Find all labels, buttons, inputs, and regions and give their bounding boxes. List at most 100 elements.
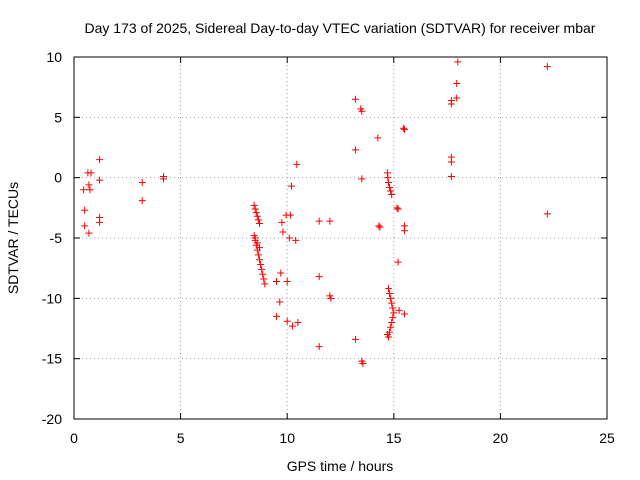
data-point — [394, 205, 402, 213]
data-point — [285, 234, 293, 242]
data-point — [293, 160, 301, 168]
data-point — [278, 218, 286, 226]
y-ticks: -20 -15 -10 -5 0 5 10 — [42, 49, 607, 427]
data-point — [400, 310, 408, 318]
data-point — [254, 251, 262, 259]
data-point — [254, 216, 262, 224]
data-point — [375, 222, 383, 230]
data-point — [315, 217, 323, 225]
data-point — [260, 275, 268, 283]
data-point — [384, 178, 392, 186]
data-point — [86, 186, 94, 194]
data-point — [351, 146, 359, 154]
data-point — [358, 107, 366, 115]
data-point — [388, 191, 396, 199]
data-point — [138, 197, 146, 205]
data-point — [81, 206, 89, 214]
data-point — [255, 256, 263, 264]
data-point — [138, 178, 146, 186]
data-point — [253, 239, 261, 247]
data-point — [261, 280, 269, 288]
y-tick-label: 10 — [46, 49, 62, 65]
data-point — [255, 244, 263, 252]
grid — [74, 57, 607, 419]
data-point — [294, 318, 302, 326]
data-point — [389, 314, 397, 322]
data-point — [273, 277, 281, 285]
data-point — [287, 182, 295, 190]
data-point — [160, 175, 168, 183]
data-point — [376, 223, 384, 231]
data-point — [96, 218, 104, 226]
data-point — [87, 169, 95, 177]
data-point — [315, 273, 323, 281]
data-point — [399, 124, 407, 132]
data-point — [390, 309, 398, 317]
data-point — [447, 172, 455, 180]
y-tick-label: -5 — [50, 230, 63, 246]
data-point — [447, 100, 455, 108]
data-points — [80, 58, 551, 367]
data-point — [386, 290, 394, 298]
data-point — [386, 183, 394, 191]
y-tick-label: -10 — [42, 290, 62, 306]
y-tick-label: -20 — [42, 411, 62, 427]
data-point — [85, 181, 93, 189]
data-point — [292, 236, 300, 244]
data-point — [286, 211, 294, 219]
data-point — [257, 261, 265, 269]
x-tick-label: 5 — [177, 430, 185, 446]
data-point — [543, 63, 551, 71]
data-point — [384, 174, 392, 182]
data-point — [394, 258, 402, 266]
data-point — [96, 156, 104, 164]
data-point — [388, 318, 396, 326]
x-tick-label: 0 — [70, 430, 78, 446]
data-point — [85, 229, 93, 237]
x-tick-label: 20 — [493, 430, 509, 446]
data-point — [251, 205, 259, 213]
chart-title: Day 173 of 2025, Sidereal Day-to-day VTE… — [85, 20, 596, 36]
data-point — [543, 210, 551, 218]
data-point — [252, 209, 260, 217]
data-point — [387, 323, 395, 331]
y-tick-label: 0 — [54, 170, 62, 186]
data-point — [359, 359, 367, 367]
x-tick-label: 15 — [386, 430, 402, 446]
data-point — [283, 317, 291, 325]
data-point — [255, 220, 263, 228]
x-ticks: 0 5 10 15 20 25 — [70, 57, 615, 446]
data-point — [453, 94, 461, 102]
data-point — [358, 175, 366, 183]
data-point — [351, 95, 359, 103]
data-point — [315, 343, 323, 351]
data-point — [96, 176, 104, 184]
data-point — [351, 335, 359, 343]
data-point — [250, 201, 258, 209]
data-point — [283, 277, 291, 285]
x-tick-label: 25 — [599, 430, 615, 446]
data-point — [81, 222, 89, 230]
data-point — [454, 58, 462, 66]
data-point — [387, 187, 395, 195]
data-point — [383, 331, 391, 339]
data-point — [389, 304, 397, 312]
data-point — [384, 285, 392, 293]
data-point — [388, 299, 396, 307]
data-point — [276, 298, 284, 306]
data-point — [400, 227, 408, 235]
data-point — [279, 228, 287, 236]
data-point — [277, 269, 285, 277]
y-tick-label: 5 — [54, 109, 62, 125]
data-point — [387, 294, 395, 302]
data-point — [326, 217, 334, 225]
data-point — [374, 134, 382, 142]
data-point — [447, 158, 455, 166]
plot-frame — [73, 56, 608, 420]
data-point — [400, 125, 408, 133]
data-point — [273, 312, 281, 320]
data-point — [453, 80, 461, 88]
data-point — [258, 265, 266, 273]
y-tick-label: -15 — [42, 351, 62, 367]
